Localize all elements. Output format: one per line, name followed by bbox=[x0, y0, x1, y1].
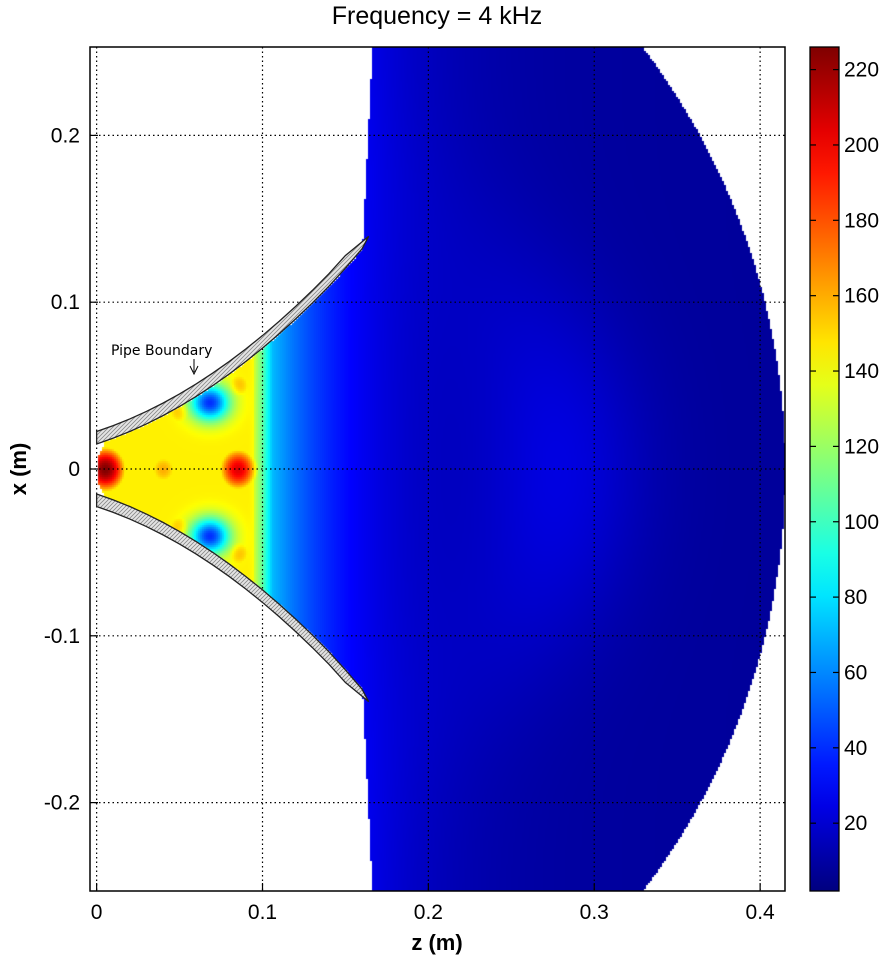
colorbar bbox=[809, 46, 840, 892]
x-tick-label-3: 0.3 bbox=[580, 901, 609, 924]
grid-lines bbox=[90, 47, 785, 891]
chart-title: Frequency = 4 kHz bbox=[332, 2, 543, 30]
x-tick-label-0: 0 bbox=[91, 901, 103, 924]
x-tick-label-2: 0.2 bbox=[414, 901, 443, 924]
colorbar-tick-label-8: 60 bbox=[844, 661, 867, 684]
colorbar-tick-label-2: 180 bbox=[844, 209, 879, 232]
colorbar-tick-label-9: 40 bbox=[844, 737, 867, 760]
y-tick-label-2: 0 bbox=[68, 458, 80, 481]
colorbar-ticks: 220 200 180 160 140 120 100 80 60 40 20 bbox=[810, 59, 879, 835]
y-tick-label-4: -0.2 bbox=[44, 792, 80, 815]
y-tick-label-3: -0.1 bbox=[44, 625, 80, 648]
y-tick-label-1: 0.1 bbox=[51, 291, 80, 314]
colorbar-tick-label-6: 100 bbox=[844, 511, 879, 534]
colorbar-tick-label-10: 20 bbox=[844, 812, 867, 835]
pipe-wall-upper bbox=[95, 235, 370, 445]
colorbar-tick-label-0: 220 bbox=[844, 59, 879, 82]
pipe-wall-lower bbox=[95, 493, 370, 703]
colorbar-tick-label-3: 160 bbox=[844, 285, 879, 308]
x-tick-label-1: 0.1 bbox=[248, 901, 277, 924]
y-axis-label: x (m) bbox=[6, 443, 31, 496]
colorbar-tick-label-7: 80 bbox=[844, 586, 867, 609]
x-tick-label-4: 0.4 bbox=[746, 901, 776, 924]
plot-area bbox=[90, 47, 785, 891]
pipe-boundary-annotation: Pipe Boundary bbox=[111, 343, 212, 359]
colorbar-tick-label-4: 140 bbox=[844, 360, 879, 383]
x-axis-ticks: 0 0.1 0.2 0.3 0.4 bbox=[91, 883, 775, 924]
x-axis-label: z (m) bbox=[411, 930, 462, 955]
y-axis-ticks: 0.2 0.1 0 -0.1 -0.2 bbox=[44, 124, 98, 815]
y-tick-label-0: 0.2 bbox=[51, 124, 80, 147]
annotation-arrowhead bbox=[189, 365, 199, 376]
colorbar-tick-label-1: 200 bbox=[844, 134, 879, 157]
colorbar-tick-label-5: 120 bbox=[844, 435, 879, 458]
